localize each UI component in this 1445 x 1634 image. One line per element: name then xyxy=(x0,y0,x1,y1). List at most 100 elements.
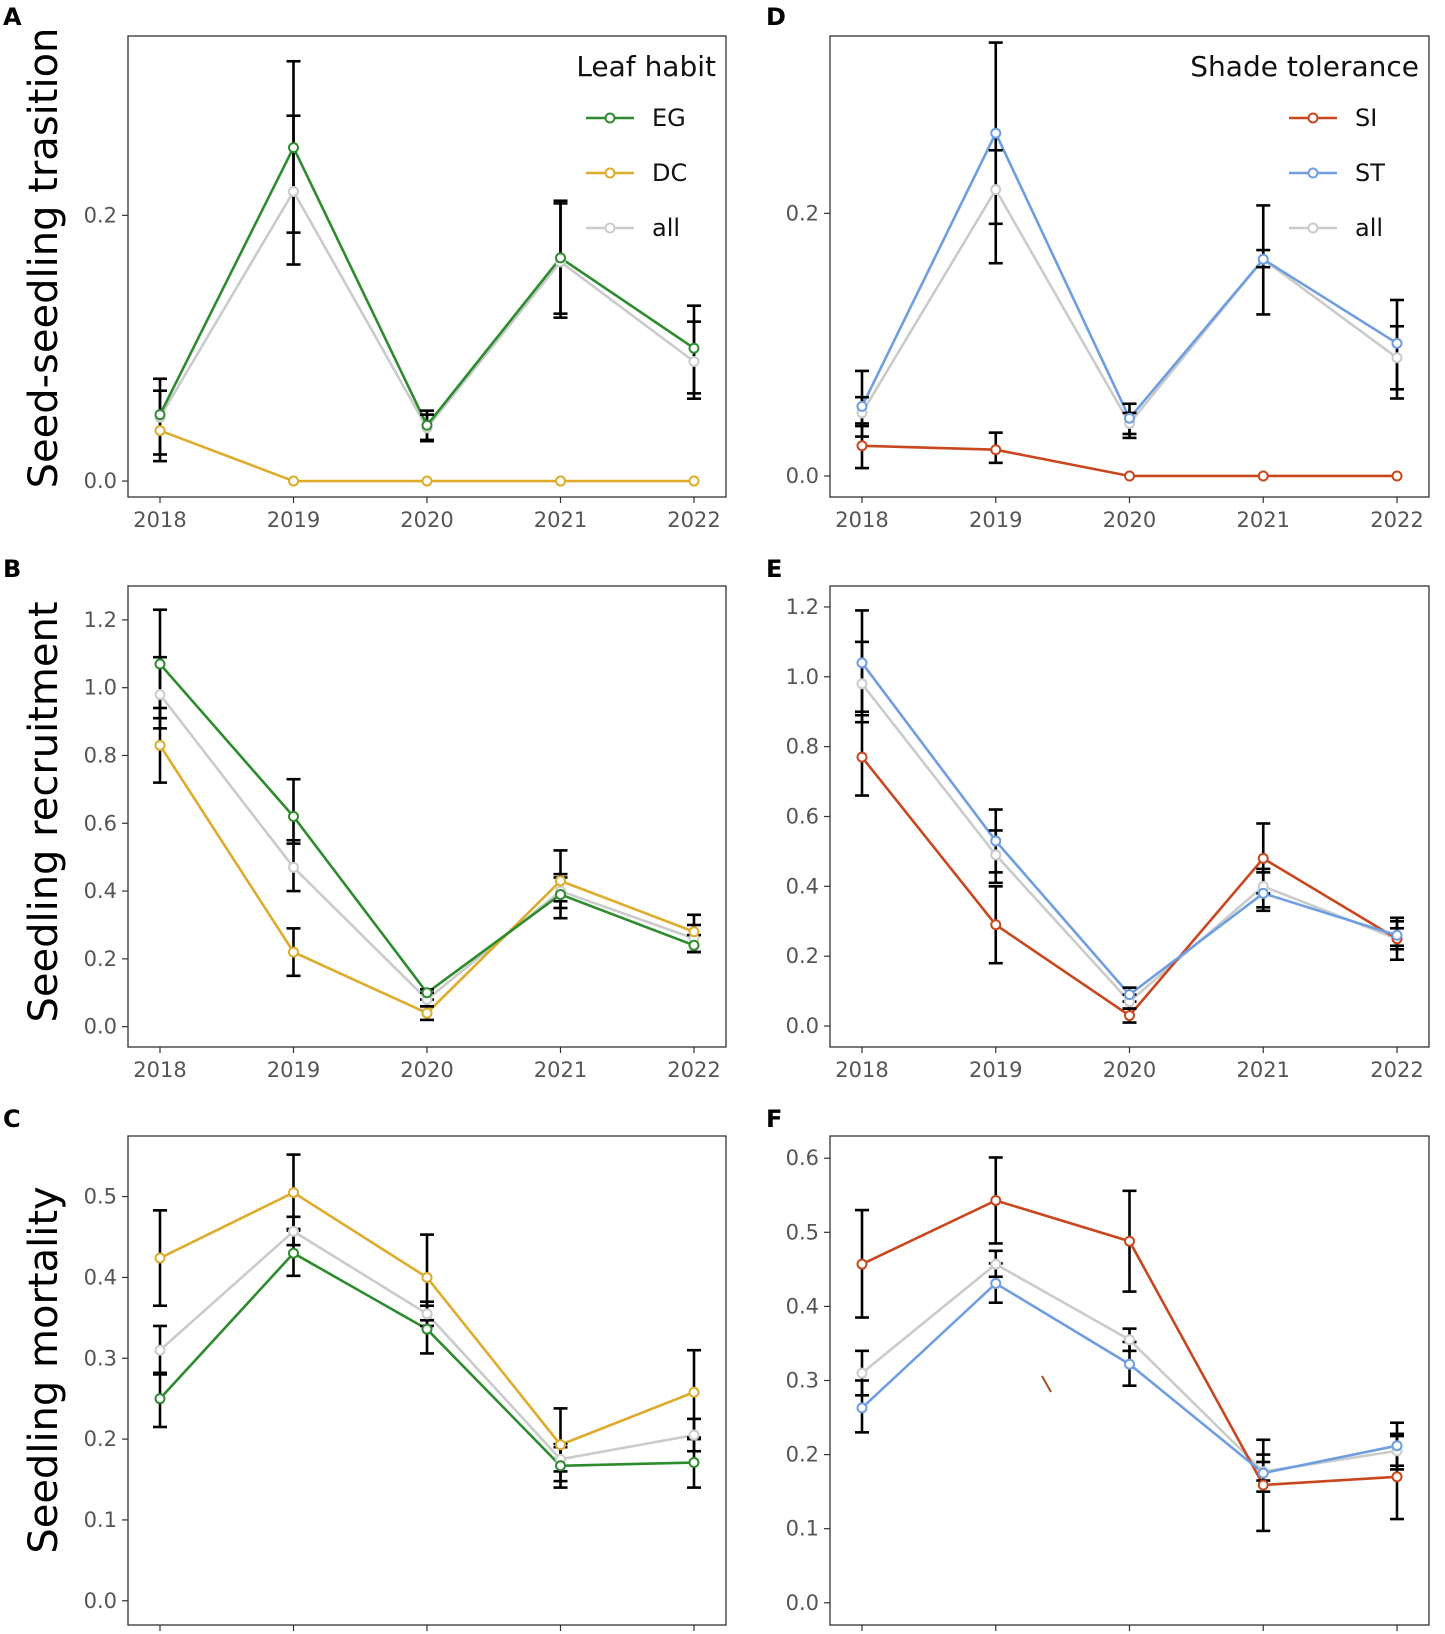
panel-f-si-point xyxy=(1124,1235,1135,1247)
panel-a-chart: 0.0 0.2 2018 2019 2020 2021 2022 Leaf habit EG DC… xyxy=(84,35,727,532)
panel-d-xtick-label: 2022 xyxy=(1370,508,1423,532)
panel-f-ytick-label: 0.1 xyxy=(786,1517,819,1541)
panel-b-frame xyxy=(127,585,727,1048)
panel-b-series-eg-line xyxy=(159,663,695,995)
panel-c-chart: 0.00.10.20.30.40.520182019202020212022 xyxy=(84,1135,727,1631)
panel-d-si-point xyxy=(856,440,868,452)
panel-d-si-point xyxy=(1257,470,1269,482)
panel-f-ytick-label: 0.2 xyxy=(786,1443,819,1467)
legend-label-all: all xyxy=(652,214,680,242)
panel-c-dc-point xyxy=(555,1439,566,1451)
panel-d-si-point xyxy=(1124,470,1135,482)
y-axis-title-row-1: Seed-seedling trasition xyxy=(21,28,67,489)
panel-b-xtick-label: 2018 xyxy=(133,1058,186,1082)
panel-a-dc-point xyxy=(555,475,566,487)
panel-d-st-point xyxy=(856,400,868,412)
panel-a-eg-point xyxy=(688,342,700,354)
panel-c-eg-point xyxy=(421,1323,433,1335)
panel-f-ytick-label: 0.5 xyxy=(786,1220,819,1244)
panel-a-xtick-label: 2022 xyxy=(667,508,720,532)
panel-f-ytick-label: 0.0 xyxy=(786,1591,819,1615)
panel-e-ytick-label: 0.2 xyxy=(786,944,819,968)
legend-key-st-marker xyxy=(1307,167,1319,179)
panel-b-dc-point xyxy=(288,946,299,958)
panel-d-st-point xyxy=(990,127,1002,139)
panel-b-xtick-label: 2019 xyxy=(267,1058,320,1082)
panel-e-frame xyxy=(829,585,1430,1048)
panel-c-eg-point xyxy=(288,1247,299,1259)
panel-d-ytick-label: 0.2 xyxy=(786,201,819,225)
panel-e-si-point xyxy=(990,919,1002,931)
legend-key-dc-marker xyxy=(604,167,616,179)
panel-e-series-si-line xyxy=(860,756,1398,1018)
panel-a-xtick-label: 2021 xyxy=(534,508,587,532)
panel-c-ytick-label: 0.1 xyxy=(84,1508,117,1532)
panel-e-series-st-line xyxy=(860,662,1398,997)
panel-d-st-point xyxy=(1257,253,1269,265)
panel-b-eg-point xyxy=(555,888,566,900)
panel-letter-d: D xyxy=(766,3,786,31)
panel-e-ytick-label: 0.0 xyxy=(786,1014,819,1038)
panel-e-st-point xyxy=(1124,989,1135,1001)
panel-c-eg-point xyxy=(154,1393,166,1405)
panel-b-ytick-label: 0.0 xyxy=(84,1015,117,1039)
panel-d-all-point xyxy=(990,184,1002,196)
panel-a-all-point xyxy=(688,355,700,367)
panel-c-dc-point xyxy=(288,1187,299,1199)
panel-c-eg-point xyxy=(688,1457,700,1469)
panel-e-st-point xyxy=(856,657,868,669)
panel-b-ytick-label: 0.4 xyxy=(84,879,117,903)
panel-b-eg-point xyxy=(154,658,166,670)
panel-a-xtick-label: 2019 xyxy=(267,508,320,532)
legend-key-eg-marker xyxy=(604,112,616,124)
panel-b-dc-point xyxy=(688,926,700,938)
panel-c-dc-point xyxy=(154,1252,166,1264)
panel-e-si-point xyxy=(856,751,868,763)
panel-a-xtick-label: 2018 xyxy=(133,508,186,532)
panel-b-ytick-label: 1.2 xyxy=(84,608,117,632)
panel-e-ytick-label: 1.2 xyxy=(786,595,819,619)
panel-f-si-point xyxy=(856,1258,868,1270)
panel-f-st-point xyxy=(1391,1440,1403,1452)
panel-b-ytick-label: 0.8 xyxy=(84,743,117,767)
legend-label-dc: DC xyxy=(652,159,687,187)
panel-b-dc-point xyxy=(421,1007,433,1019)
panel-c-all-point xyxy=(154,1344,166,1356)
panel-a-eg-point xyxy=(288,142,299,154)
panel-d-ytick-label: 0.0 xyxy=(786,464,819,488)
panel-e-ytick-label: 0.4 xyxy=(786,874,819,898)
panel-e-xtick-label: 2018 xyxy=(835,1058,888,1082)
panel-f-ytick-label: 0.6 xyxy=(786,1146,819,1170)
legend-title: Leaf habit xyxy=(576,50,716,83)
panel-b-eg-point xyxy=(688,939,700,951)
panel-e-si-point xyxy=(1257,852,1269,864)
panel-e-all-point xyxy=(990,849,1002,861)
panel-f-chart: 0.00.10.20.30.40.50.62018201920202021202… xyxy=(786,1135,1430,1631)
panel-a-xtick-label: 2020 xyxy=(400,508,453,532)
panel-a-dc-point xyxy=(421,475,433,487)
panel-e-xtick-label: 2019 xyxy=(969,1058,1022,1082)
panel-d-xtick-label: 2021 xyxy=(1237,508,1290,532)
legend-key-all-marker xyxy=(1307,222,1319,234)
panel-a-legend: Leaf habit EG DC all xyxy=(576,50,716,242)
panel-f-st-point xyxy=(1257,1467,1269,1479)
panel-b-xtick-label: 2020 xyxy=(400,1058,453,1082)
legend-label-st: ST xyxy=(1355,159,1385,187)
panel-a-dc-point xyxy=(688,475,700,487)
panel-e-st-point xyxy=(990,835,1002,847)
panel-b-ytick-label: 0.6 xyxy=(84,811,117,835)
panel-d-all-point xyxy=(1391,352,1403,364)
panel-f-st-point xyxy=(990,1277,1002,1289)
panel-e-xtick-label: 2022 xyxy=(1370,1058,1423,1082)
panel-letter-c: C xyxy=(3,1105,21,1133)
panel-c-ytick-label: 0.2 xyxy=(84,1427,117,1451)
panel-b-series-dc-line xyxy=(158,744,695,1015)
panel-e-xtick-label: 2021 xyxy=(1237,1058,1290,1082)
legend-label-si: SI xyxy=(1355,104,1377,132)
legend-title: Shade tolerance xyxy=(1190,50,1419,83)
panel-f-st-point xyxy=(1124,1358,1135,1370)
panel-b-xtick-label: 2022 xyxy=(667,1058,720,1082)
panel-b-eg-point xyxy=(421,987,433,999)
panel-letter-f: F xyxy=(766,1105,782,1133)
